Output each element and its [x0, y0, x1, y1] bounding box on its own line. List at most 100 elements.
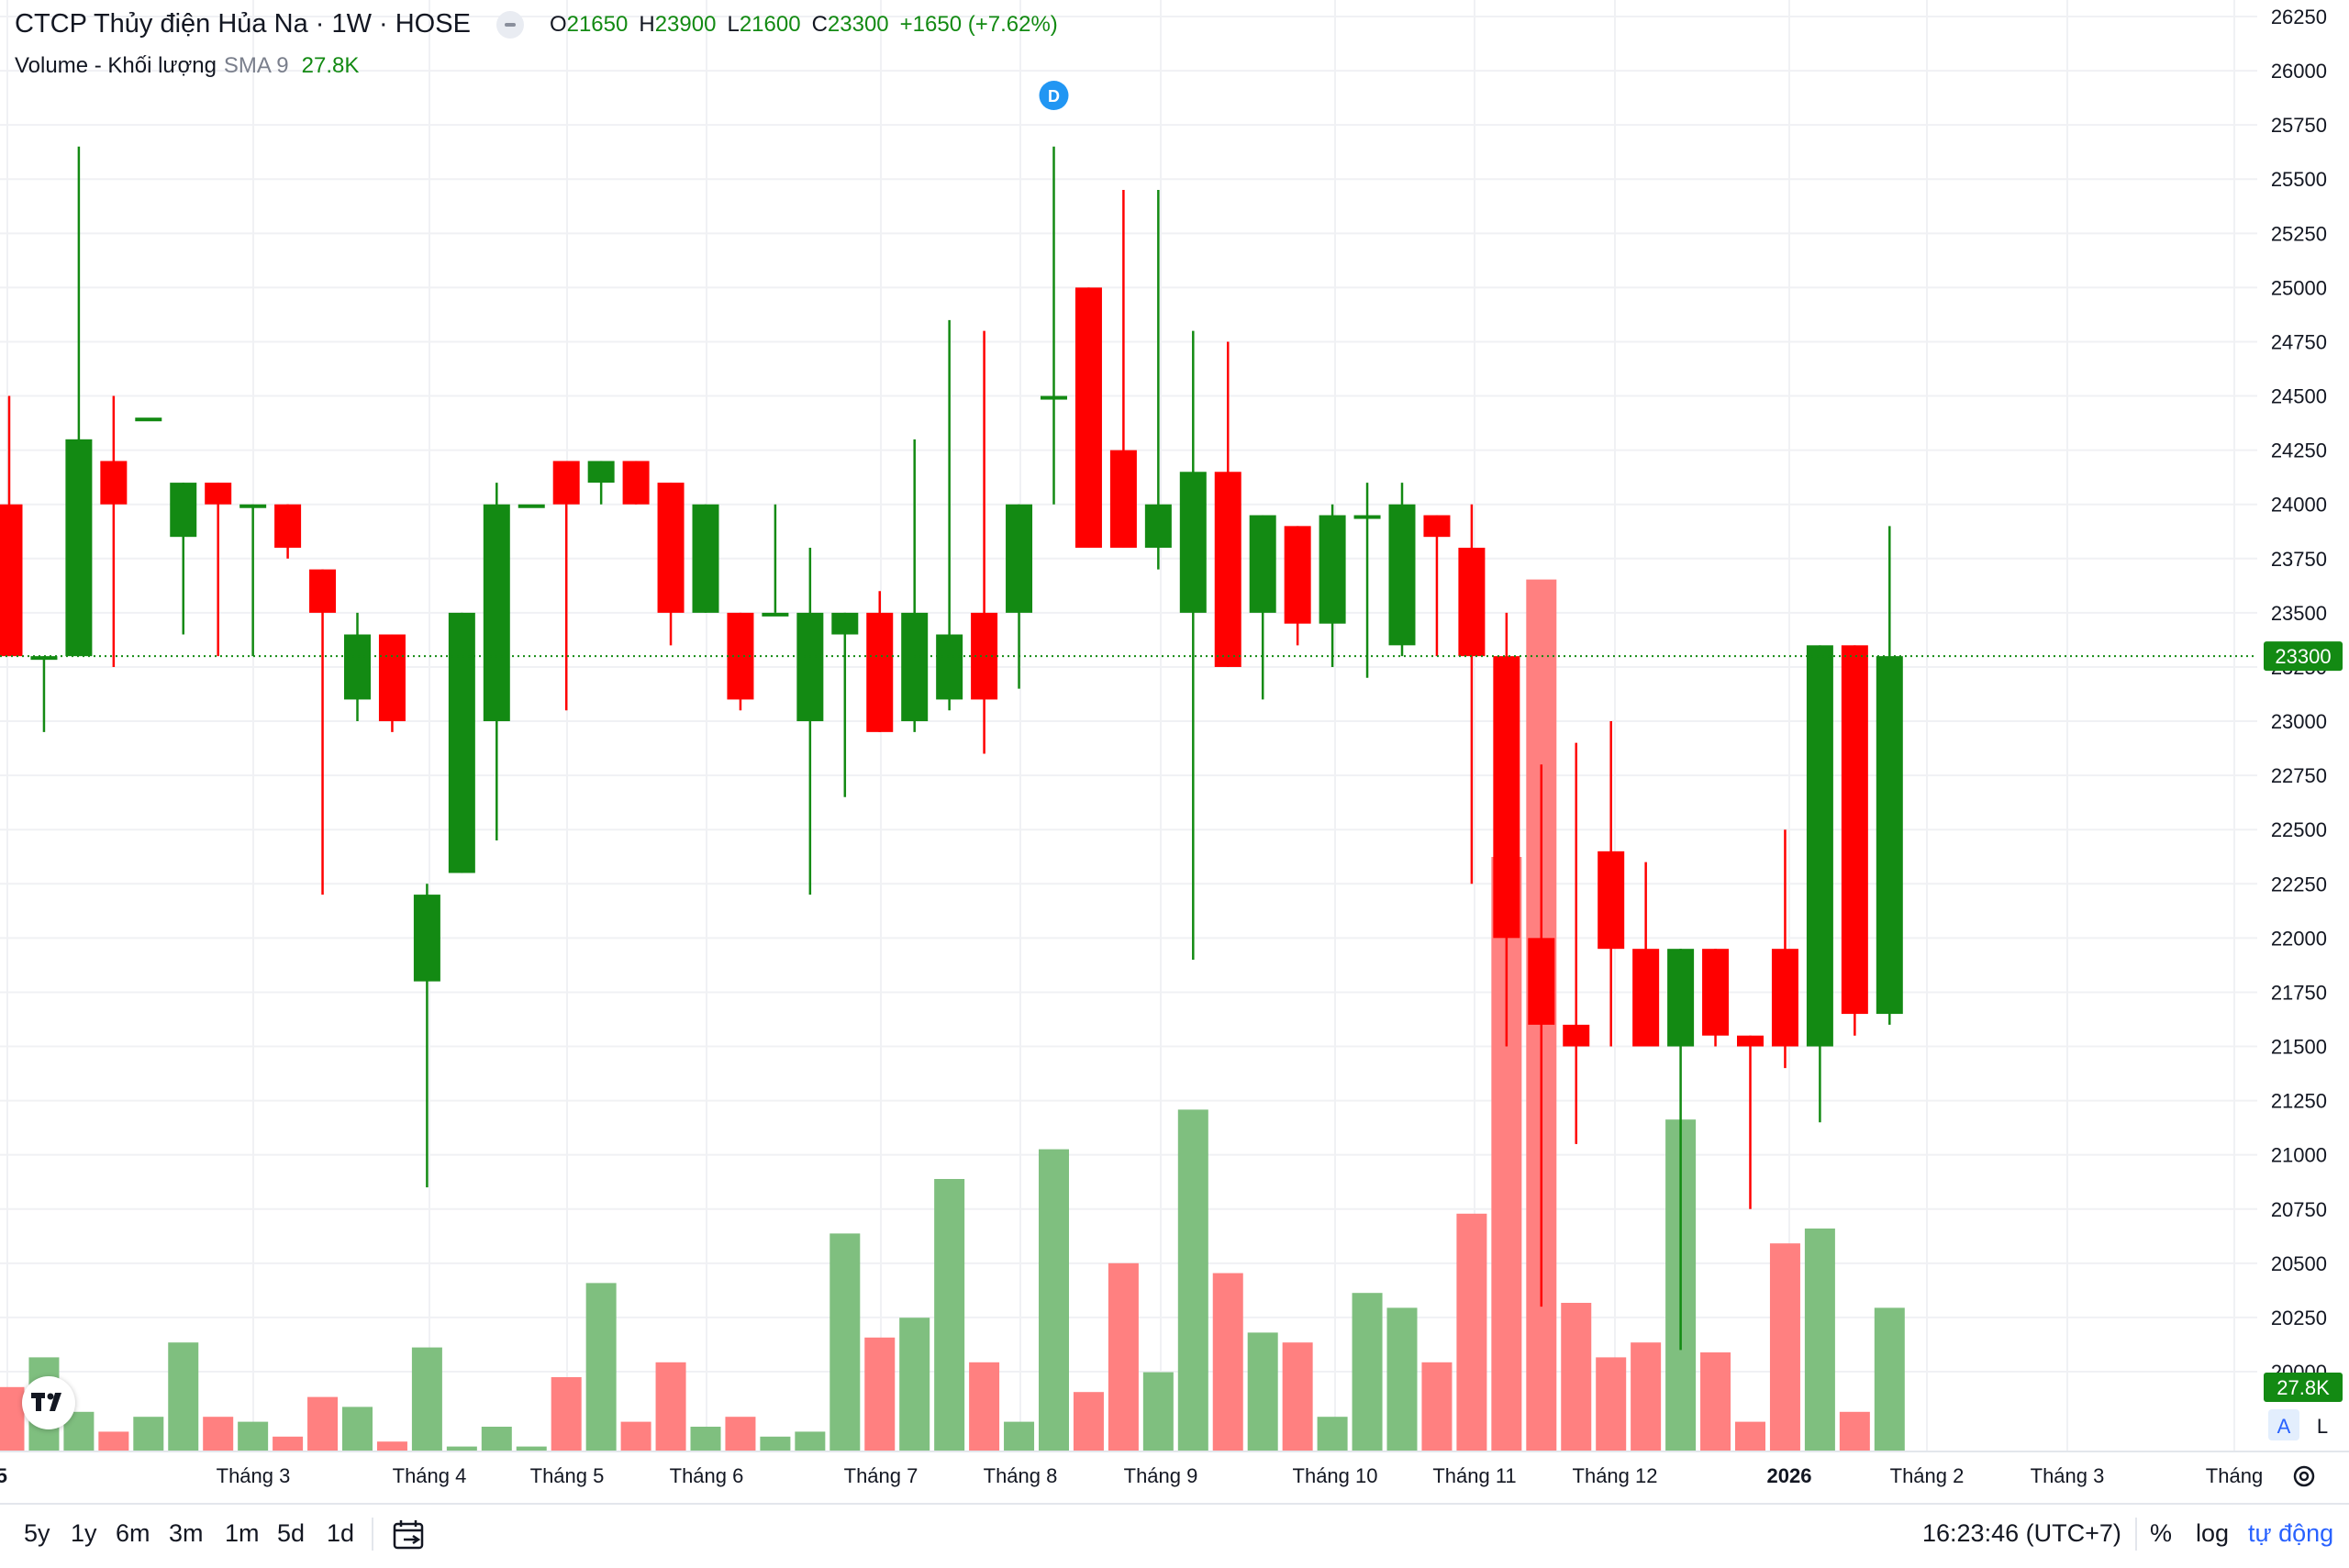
- candle-body: [1041, 395, 1067, 400]
- candle-body: [378, 634, 406, 722]
- candle-body: [1806, 645, 1833, 1047]
- volume-bar: [1352, 1293, 1383, 1451]
- volume-bar: [411, 1347, 442, 1451]
- price-tick-label: 25000: [2271, 276, 2327, 299]
- volume-bar: [273, 1436, 304, 1451]
- candle-body: [309, 569, 337, 613]
- log-scale-button[interactable]: log: [2196, 1519, 2230, 1547]
- candle-body: [1598, 851, 1625, 950]
- legend-title-row: CTCP Thủy điện Hủa Na · 1W · HOSE O21650…: [15, 9, 1069, 39]
- volume-bar: [864, 1337, 896, 1451]
- volume-tag-box: [2264, 1373, 2343, 1402]
- candle-body: [936, 634, 963, 700]
- volume-bar: [690, 1427, 721, 1451]
- candle-body: [1319, 515, 1346, 624]
- event-markers[interactable]: D: [1039, 81, 1069, 110]
- time-tick-label: Tháng 5: [530, 1464, 605, 1487]
- candle-body: [866, 612, 894, 732]
- candle-body: [1284, 526, 1311, 624]
- range-5d-button[interactable]: 5d: [277, 1519, 306, 1547]
- candle-body: [901, 612, 929, 722]
- candle-body: [344, 634, 371, 700]
- price-candles: [0, 146, 1903, 1351]
- volume-bar: [1700, 1352, 1731, 1451]
- candle-body: [135, 417, 162, 422]
- candle-body: [1841, 645, 1868, 1015]
- auto-scale-a-button[interactable]: A: [2277, 1415, 2291, 1438]
- volume-bar: [376, 1441, 407, 1451]
- candle-body: [448, 612, 475, 873]
- candle-body: [657, 483, 685, 613]
- volume-bar: [307, 1396, 339, 1451]
- price-tick-label: 24000: [2271, 494, 2327, 517]
- volume-bar: [1631, 1342, 1662, 1451]
- settings-gear-icon[interactable]: [2293, 1465, 2315, 1487]
- price-axis[interactable]: 26250 26000 25750 25500 25250 25000 24750 24500…: [2264, 6, 2343, 1440]
- auto-scale-a-bg: [2268, 1409, 2299, 1440]
- range-1m-button[interactable]: 1m: [225, 1519, 260, 1547]
- volume-bar: [1177, 1109, 1208, 1451]
- candle-body: [1737, 1035, 1764, 1047]
- candle-body: [30, 656, 58, 661]
- range-1y-button[interactable]: 1y: [71, 1519, 97, 1547]
- volume-bar: [829, 1233, 861, 1451]
- volume-bar: [481, 1427, 512, 1451]
- date-range-icon[interactable]: [393, 1519, 428, 1551]
- range-6m-button[interactable]: 6m: [116, 1519, 150, 1547]
- candle-body: [1667, 949, 1695, 1047]
- price-tick-label: 23500: [2271, 602, 2327, 625]
- bottom-toolbar: 5y 1y 6m 3m 1m 5d 1d 16:23:46 (UTC+7) % …: [0, 1503, 2349, 1568]
- volume-bar: [934, 1179, 965, 1451]
- price-tick-label: 24500: [2271, 385, 2327, 408]
- volume-bar: [1317, 1417, 1348, 1451]
- volume-bar: [551, 1377, 582, 1451]
- price-tick-label: 20250: [2271, 1307, 2327, 1329]
- range-5y-button[interactable]: 5y: [24, 1519, 50, 1547]
- candle-body: [1493, 656, 1520, 939]
- volume-bar: [1247, 1332, 1278, 1451]
- candle-body: [1632, 949, 1660, 1047]
- auto-scale-button[interactable]: tự động: [2248, 1519, 2334, 1547]
- time-tick-label: Tháng 3: [217, 1464, 291, 1487]
- range-1d-button[interactable]: 1d: [327, 1519, 355, 1547]
- volume-bar: [516, 1446, 547, 1451]
- price-tick-label: 26000: [2271, 60, 2327, 83]
- time-tick-label: 2025: [0, 1464, 7, 1487]
- time-tick-label: Tháng 12: [1573, 1464, 1658, 1487]
- clock-timestamp[interactable]: 16:23:46 (UTC+7): [1922, 1519, 2121, 1547]
- volume-bar: [238, 1421, 269, 1451]
- price-tick-label: 20750: [2271, 1198, 2327, 1221]
- volume-label[interactable]: Volume - Khối lượng: [15, 53, 217, 78]
- time-axis[interactable]: 2025 Tháng 3 Tháng 4 Tháng 5 Tháng 6 Tháng 7 T…: [0, 1451, 2349, 1487]
- volume-bar: [725, 1417, 756, 1451]
- percent-scale-button[interactable]: %: [2150, 1519, 2173, 1547]
- collapse-legend-button[interactable]: [495, 10, 524, 39]
- gear-center: [2299, 1471, 2310, 1482]
- ohlc-open: O21650: [549, 11, 629, 37]
- candle-body: [170, 483, 197, 538]
- dividend-marker-icon: [1039, 81, 1069, 110]
- volume-bar: [168, 1342, 199, 1451]
- volume-bar: [446, 1446, 477, 1451]
- volume-tag-label: 27.8K: [2277, 1376, 2330, 1399]
- time-tick-label: Tháng 4: [393, 1464, 467, 1487]
- time-tick-label: Tháng 9: [1124, 1464, 1198, 1487]
- volume-bar: [1386, 1307, 1418, 1451]
- candle-body: [1144, 504, 1172, 548]
- tradingview-logo[interactable]: [22, 1376, 75, 1429]
- volume-bar: [1735, 1421, 1765, 1451]
- lock-scale-l-button[interactable]: L: [2317, 1415, 2328, 1438]
- volume-bar: [98, 1431, 129, 1451]
- price-tag-label: 23300: [2275, 645, 2331, 668]
- volume-bar: [655, 1362, 686, 1451]
- price-tick-label: 24250: [2271, 439, 2327, 462]
- gear-outline: [2293, 1465, 2315, 1487]
- candle-body: [552, 461, 580, 505]
- symbol-title[interactable]: CTCP Thủy điện Hủa Na · 1W · HOSE: [15, 9, 471, 39]
- candle-body: [1179, 472, 1207, 613]
- price-tick-label: 21500: [2271, 1036, 2327, 1059]
- price-tick-label: 22250: [2271, 873, 2327, 895]
- toolbar-divider: [2135, 1518, 2137, 1551]
- range-3m-button[interactable]: 3m: [169, 1519, 204, 1547]
